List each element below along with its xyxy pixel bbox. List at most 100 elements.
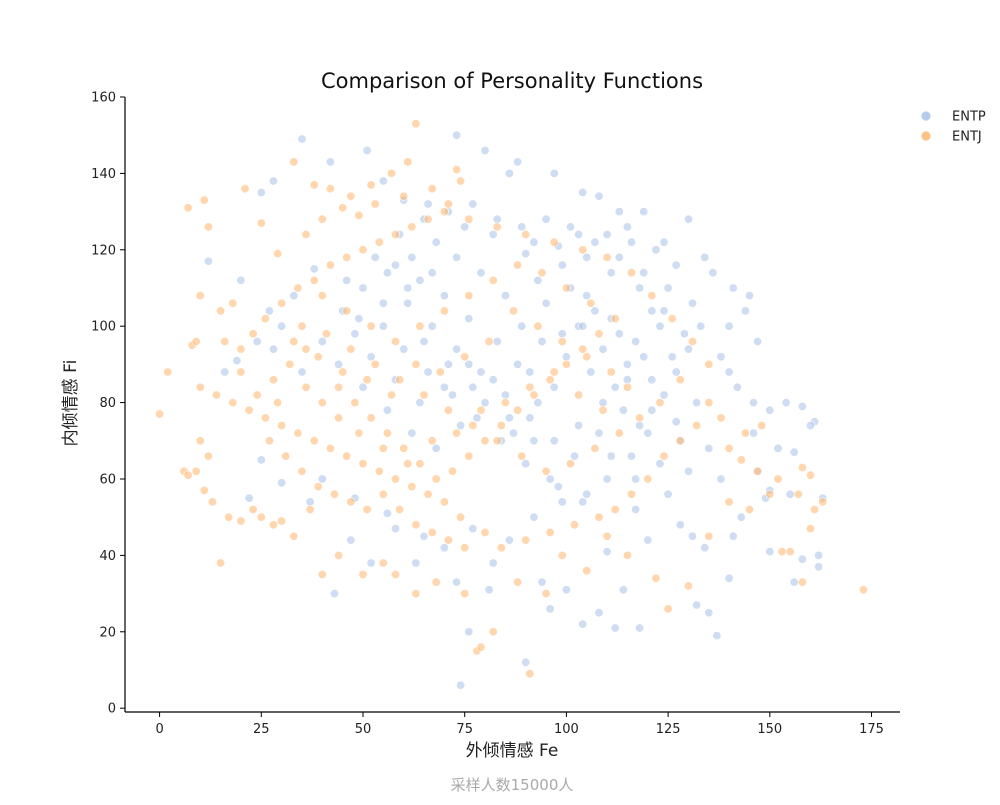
data-point — [476, 268, 486, 278]
data-point — [411, 589, 421, 599]
data-point — [716, 352, 726, 362]
data-point — [199, 485, 209, 495]
data-point — [232, 356, 242, 366]
data-point — [753, 466, 763, 476]
data-point — [301, 382, 311, 392]
data-point — [724, 497, 734, 507]
y-tick-label: 60 — [99, 472, 116, 487]
data-point — [297, 134, 307, 144]
data-point — [748, 428, 758, 438]
data-point — [443, 199, 453, 209]
data-point — [358, 459, 368, 469]
y-tick-label: 20 — [99, 625, 116, 640]
data-point — [203, 451, 213, 461]
data-point — [309, 180, 319, 190]
data-point — [557, 336, 567, 346]
data-point — [403, 298, 413, 308]
data-point — [610, 314, 620, 324]
data-point — [273, 398, 283, 408]
data-point — [419, 336, 429, 346]
data-point — [545, 474, 555, 484]
data-point — [639, 352, 649, 362]
data-point — [456, 512, 466, 522]
legend-item-entp: ENTP — [921, 110, 986, 125]
data-point — [773, 443, 783, 453]
data-point — [354, 428, 364, 438]
data-point — [297, 466, 307, 476]
data-point — [203, 222, 213, 232]
data-point — [553, 482, 563, 492]
data-point — [561, 359, 571, 369]
data-point — [382, 405, 392, 415]
data-point — [537, 577, 547, 587]
data-point — [366, 180, 376, 190]
data-point — [208, 497, 218, 507]
data-point — [224, 512, 234, 522]
data-point — [439, 207, 449, 217]
data-point — [659, 451, 669, 461]
data-point — [565, 222, 575, 232]
legend: ENTP ENTJ — [921, 110, 986, 145]
data-point — [635, 283, 645, 293]
data-point — [378, 558, 388, 568]
data-point — [427, 436, 437, 446]
data-point — [342, 306, 352, 316]
data-point — [602, 252, 612, 262]
data-point — [464, 314, 474, 324]
data-point — [403, 283, 413, 293]
data-point — [655, 459, 665, 469]
data-point — [334, 359, 344, 369]
data-point — [468, 199, 478, 209]
data-point — [488, 230, 498, 240]
data-point — [683, 466, 693, 476]
data-point — [407, 252, 417, 262]
data-point — [663, 283, 673, 293]
data-point — [598, 405, 608, 415]
data-point — [325, 157, 335, 167]
y-axis-label: 内倾情感 Fi — [61, 360, 81, 447]
data-point — [399, 443, 409, 453]
x-tick-label: 25 — [253, 722, 270, 737]
data-point — [541, 466, 551, 476]
data-point — [386, 168, 396, 178]
data-point — [256, 218, 266, 228]
y-tick-label: 80 — [99, 396, 116, 411]
data-point — [500, 390, 510, 400]
data-point — [456, 420, 466, 430]
data-point — [277, 298, 287, 308]
data-point — [655, 398, 665, 408]
data-point — [590, 306, 600, 316]
data-point — [390, 474, 400, 484]
data-point — [517, 222, 527, 232]
data-point — [342, 275, 352, 285]
data-point — [301, 230, 311, 240]
data-point — [496, 543, 506, 553]
data-point — [456, 680, 466, 690]
data-point — [757, 420, 767, 430]
data-point — [439, 543, 449, 553]
data-point — [704, 359, 714, 369]
data-point — [651, 245, 661, 255]
data-point — [704, 531, 714, 541]
data-point — [549, 168, 559, 178]
data-point — [195, 291, 205, 301]
data-point — [716, 413, 726, 423]
data-point — [236, 275, 246, 285]
data-point — [797, 554, 807, 564]
data-point — [622, 359, 632, 369]
data-point — [574, 230, 584, 240]
data-point — [346, 497, 356, 507]
data-point — [403, 459, 413, 469]
data-point — [163, 367, 173, 377]
data-point — [452, 252, 462, 262]
data-point — [395, 504, 405, 514]
data-point — [639, 207, 649, 217]
data-point — [614, 207, 624, 217]
data-point — [260, 413, 270, 423]
data-point — [647, 291, 657, 301]
data-point — [696, 321, 706, 331]
data-point — [521, 459, 531, 469]
y-tick-label: 140 — [91, 167, 116, 182]
data-point — [484, 585, 494, 595]
